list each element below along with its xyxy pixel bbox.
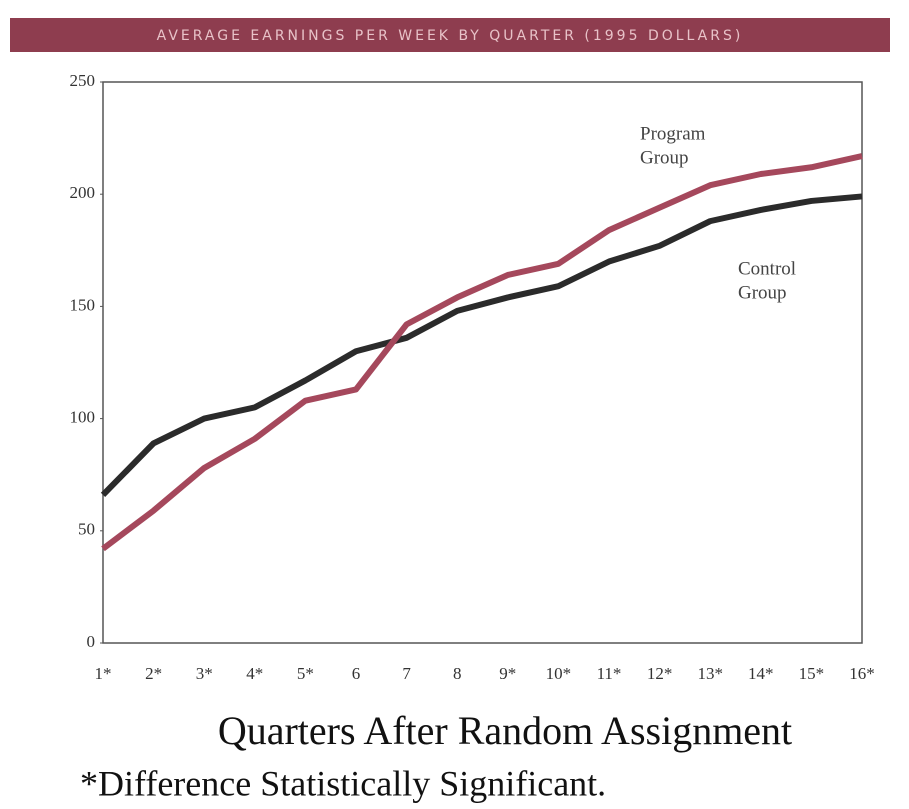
y-tick-label: 200 — [70, 183, 96, 202]
annotation: Control — [738, 258, 796, 279]
annotation: Group — [738, 282, 787, 303]
y-tick-label: 150 — [70, 295, 96, 314]
x-tick-label: 9* — [499, 664, 516, 683]
x-axis-label: Quarters After Random Assignment — [218, 708, 792, 753]
y-tick-label: 0 — [87, 632, 96, 651]
x-tick-label: 2* — [145, 664, 162, 683]
x-tick-label: 4* — [246, 664, 263, 683]
x-tick-label: 8 — [453, 664, 462, 683]
plot-frame — [102, 81, 863, 644]
x-tick-label: 6 — [352, 664, 361, 683]
chart-title: AVERAGE EARNINGS PER WEEK BY QUARTER (19… — [157, 28, 744, 44]
y-tick-label: 100 — [70, 408, 96, 427]
annotation: Group — [640, 147, 689, 168]
x-tick-label: 7 — [402, 664, 411, 683]
footnote: *Difference Statistically Significant. — [80, 763, 606, 803]
annotation: Program — [640, 123, 706, 144]
line-series — [100, 193, 863, 497]
x-tick-label: 1* — [95, 664, 112, 683]
x-tick-label: 10* — [546, 664, 572, 683]
x-tick-label: 15* — [799, 664, 825, 683]
line-series — [101, 153, 863, 552]
x-tick-label: 3* — [196, 664, 213, 683]
x-tick-label: 5* — [297, 664, 314, 683]
x-tick-label: 13* — [697, 664, 723, 683]
title-banner — [10, 18, 890, 52]
y-tick-label: 250 — [70, 71, 96, 90]
x-tick-label: 16* — [849, 664, 875, 683]
x-tick-label: 14* — [748, 664, 774, 683]
y-tick-label: 50 — [78, 520, 95, 539]
x-tick-label: 12* — [647, 664, 673, 683]
x-tick-label: 11* — [597, 664, 622, 683]
